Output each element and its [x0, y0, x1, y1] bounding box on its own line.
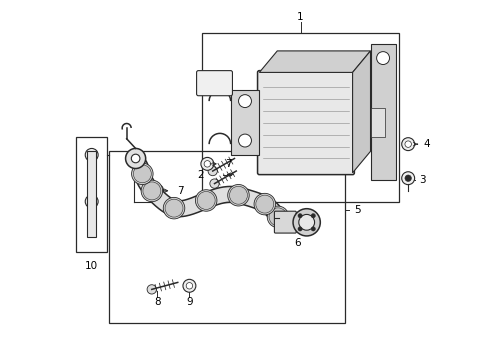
- Circle shape: [405, 175, 412, 181]
- Circle shape: [299, 215, 315, 230]
- Circle shape: [131, 154, 140, 163]
- Circle shape: [229, 186, 247, 204]
- Polygon shape: [370, 44, 395, 180]
- Circle shape: [186, 283, 193, 289]
- Circle shape: [183, 279, 196, 292]
- Circle shape: [133, 165, 151, 183]
- FancyBboxPatch shape: [274, 211, 296, 233]
- Circle shape: [165, 199, 183, 217]
- Circle shape: [239, 95, 251, 108]
- Circle shape: [402, 172, 415, 185]
- Bar: [109, 151, 345, 323]
- Text: 6: 6: [294, 238, 301, 248]
- Circle shape: [197, 192, 215, 210]
- Text: 10: 10: [85, 261, 98, 271]
- Circle shape: [89, 152, 95, 158]
- Circle shape: [269, 208, 287, 226]
- Circle shape: [239, 134, 251, 147]
- Circle shape: [201, 157, 214, 170]
- Circle shape: [147, 285, 156, 294]
- Text: 1: 1: [297, 12, 304, 22]
- Polygon shape: [259, 51, 370, 72]
- Circle shape: [154, 188, 160, 194]
- Circle shape: [125, 148, 146, 168]
- Circle shape: [377, 51, 390, 64]
- Circle shape: [208, 166, 218, 176]
- Circle shape: [254, 193, 275, 215]
- Circle shape: [132, 163, 153, 185]
- Text: 8: 8: [154, 297, 160, 307]
- Text: 2: 2: [197, 170, 203, 180]
- FancyBboxPatch shape: [258, 71, 354, 175]
- Circle shape: [405, 141, 412, 147]
- Circle shape: [141, 180, 163, 202]
- Circle shape: [196, 190, 217, 211]
- Circle shape: [267, 206, 289, 228]
- Bar: [76, 137, 107, 252]
- Bar: [202, 33, 399, 202]
- FancyBboxPatch shape: [196, 71, 232, 96]
- Text: 4: 4: [423, 139, 430, 149]
- Polygon shape: [133, 156, 287, 230]
- Circle shape: [298, 213, 302, 218]
- Text: 5: 5: [354, 206, 361, 216]
- Circle shape: [89, 198, 95, 205]
- Circle shape: [311, 227, 316, 231]
- Circle shape: [298, 227, 302, 231]
- Circle shape: [85, 148, 98, 161]
- Circle shape: [85, 195, 98, 208]
- Circle shape: [256, 195, 274, 213]
- Circle shape: [402, 138, 415, 150]
- Polygon shape: [370, 108, 385, 137]
- Circle shape: [143, 182, 161, 200]
- Circle shape: [293, 209, 320, 236]
- Polygon shape: [353, 51, 370, 173]
- Text: 3: 3: [419, 175, 425, 185]
- Polygon shape: [231, 90, 259, 155]
- Circle shape: [151, 184, 164, 197]
- Circle shape: [204, 161, 211, 167]
- Circle shape: [210, 179, 219, 188]
- Bar: [87, 151, 96, 237]
- Text: 7: 7: [225, 159, 232, 169]
- Text: 7: 7: [177, 186, 183, 196]
- Circle shape: [228, 184, 249, 206]
- Circle shape: [311, 213, 316, 218]
- Circle shape: [163, 197, 185, 219]
- Text: 9: 9: [186, 297, 193, 307]
